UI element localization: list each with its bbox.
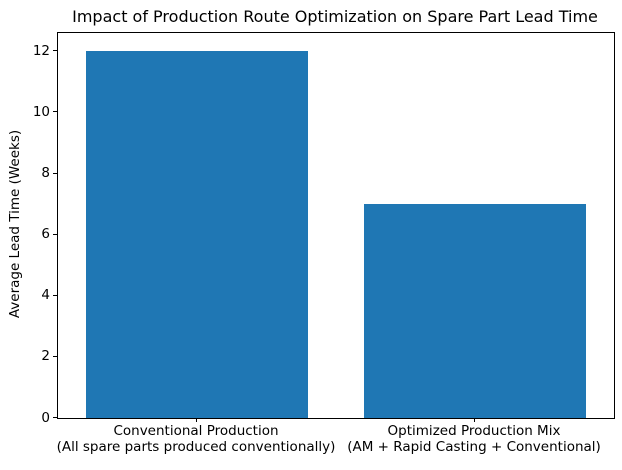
y-tick-label: 10 [32,103,50,120]
y-tick-label: 0 [41,409,50,426]
y-tick-mark [53,172,57,174]
bar-0 [85,51,309,418]
y-tick-mark [53,294,57,296]
y-tick-label: 6 [41,226,50,243]
x-tick-label: Optimized Production Mix (AM + Rapid Cas… [347,423,601,455]
y-tick-label: 4 [41,287,50,304]
y-tick-mark [53,50,57,52]
y-tick-mark [53,417,57,418]
y-tick-label: 2 [41,348,50,365]
x-tick-label: Conventional Production (All spare parts… [56,423,336,455]
y-tick-label: 8 [41,165,50,182]
y-tick-mark [53,355,57,357]
y-tick-mark [53,233,57,235]
x-tick-mark [196,418,197,422]
y-tick-mark [53,111,57,113]
bar-1 [363,204,587,418]
y-tick-label: 12 [32,42,50,59]
plot-area [57,32,615,419]
chart-title: Impact of Production Route Optimization … [72,7,598,26]
x-tick-mark [474,418,475,422]
